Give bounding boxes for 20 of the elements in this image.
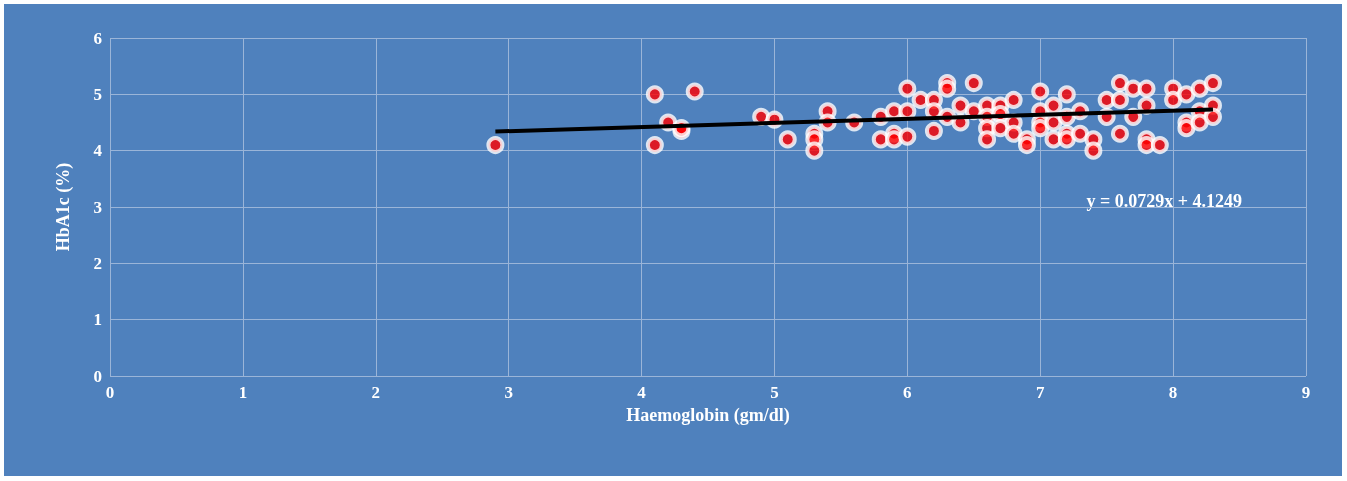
x-tick-label: 9 bbox=[1301, 383, 1311, 402]
x-tick-label: 6 bbox=[903, 383, 912, 402]
annotation: y = 0.0729x + 4.1249 bbox=[1086, 191, 1242, 211]
y-tick-label: 2 bbox=[93, 253, 102, 273]
y-tick-label: 6 bbox=[93, 28, 102, 48]
x-tick-label: 7 bbox=[1035, 383, 1045, 402]
y-tick-label: 3 bbox=[93, 197, 102, 217]
x-tick-label: 5 bbox=[770, 383, 779, 402]
x-tick-label: 3 bbox=[504, 383, 513, 402]
x-axis-title: Haemoglobin (gm/dl) bbox=[626, 405, 790, 426]
y-axis-title: HbA1c (%) bbox=[53, 162, 74, 252]
x-tick-label: 0 bbox=[105, 383, 115, 402]
y-tick-label: 1 bbox=[93, 310, 102, 330]
x-tick-label: 8 bbox=[1168, 383, 1178, 402]
y-tick-label: 5 bbox=[93, 84, 102, 104]
y-tick-label: 0 bbox=[93, 366, 102, 386]
x-tick-label: 1 bbox=[238, 383, 248, 402]
x-tick-label: 4 bbox=[637, 383, 647, 402]
x-tick-label: 2 bbox=[371, 383, 381, 402]
y-tick-label: 4 bbox=[93, 141, 103, 161]
